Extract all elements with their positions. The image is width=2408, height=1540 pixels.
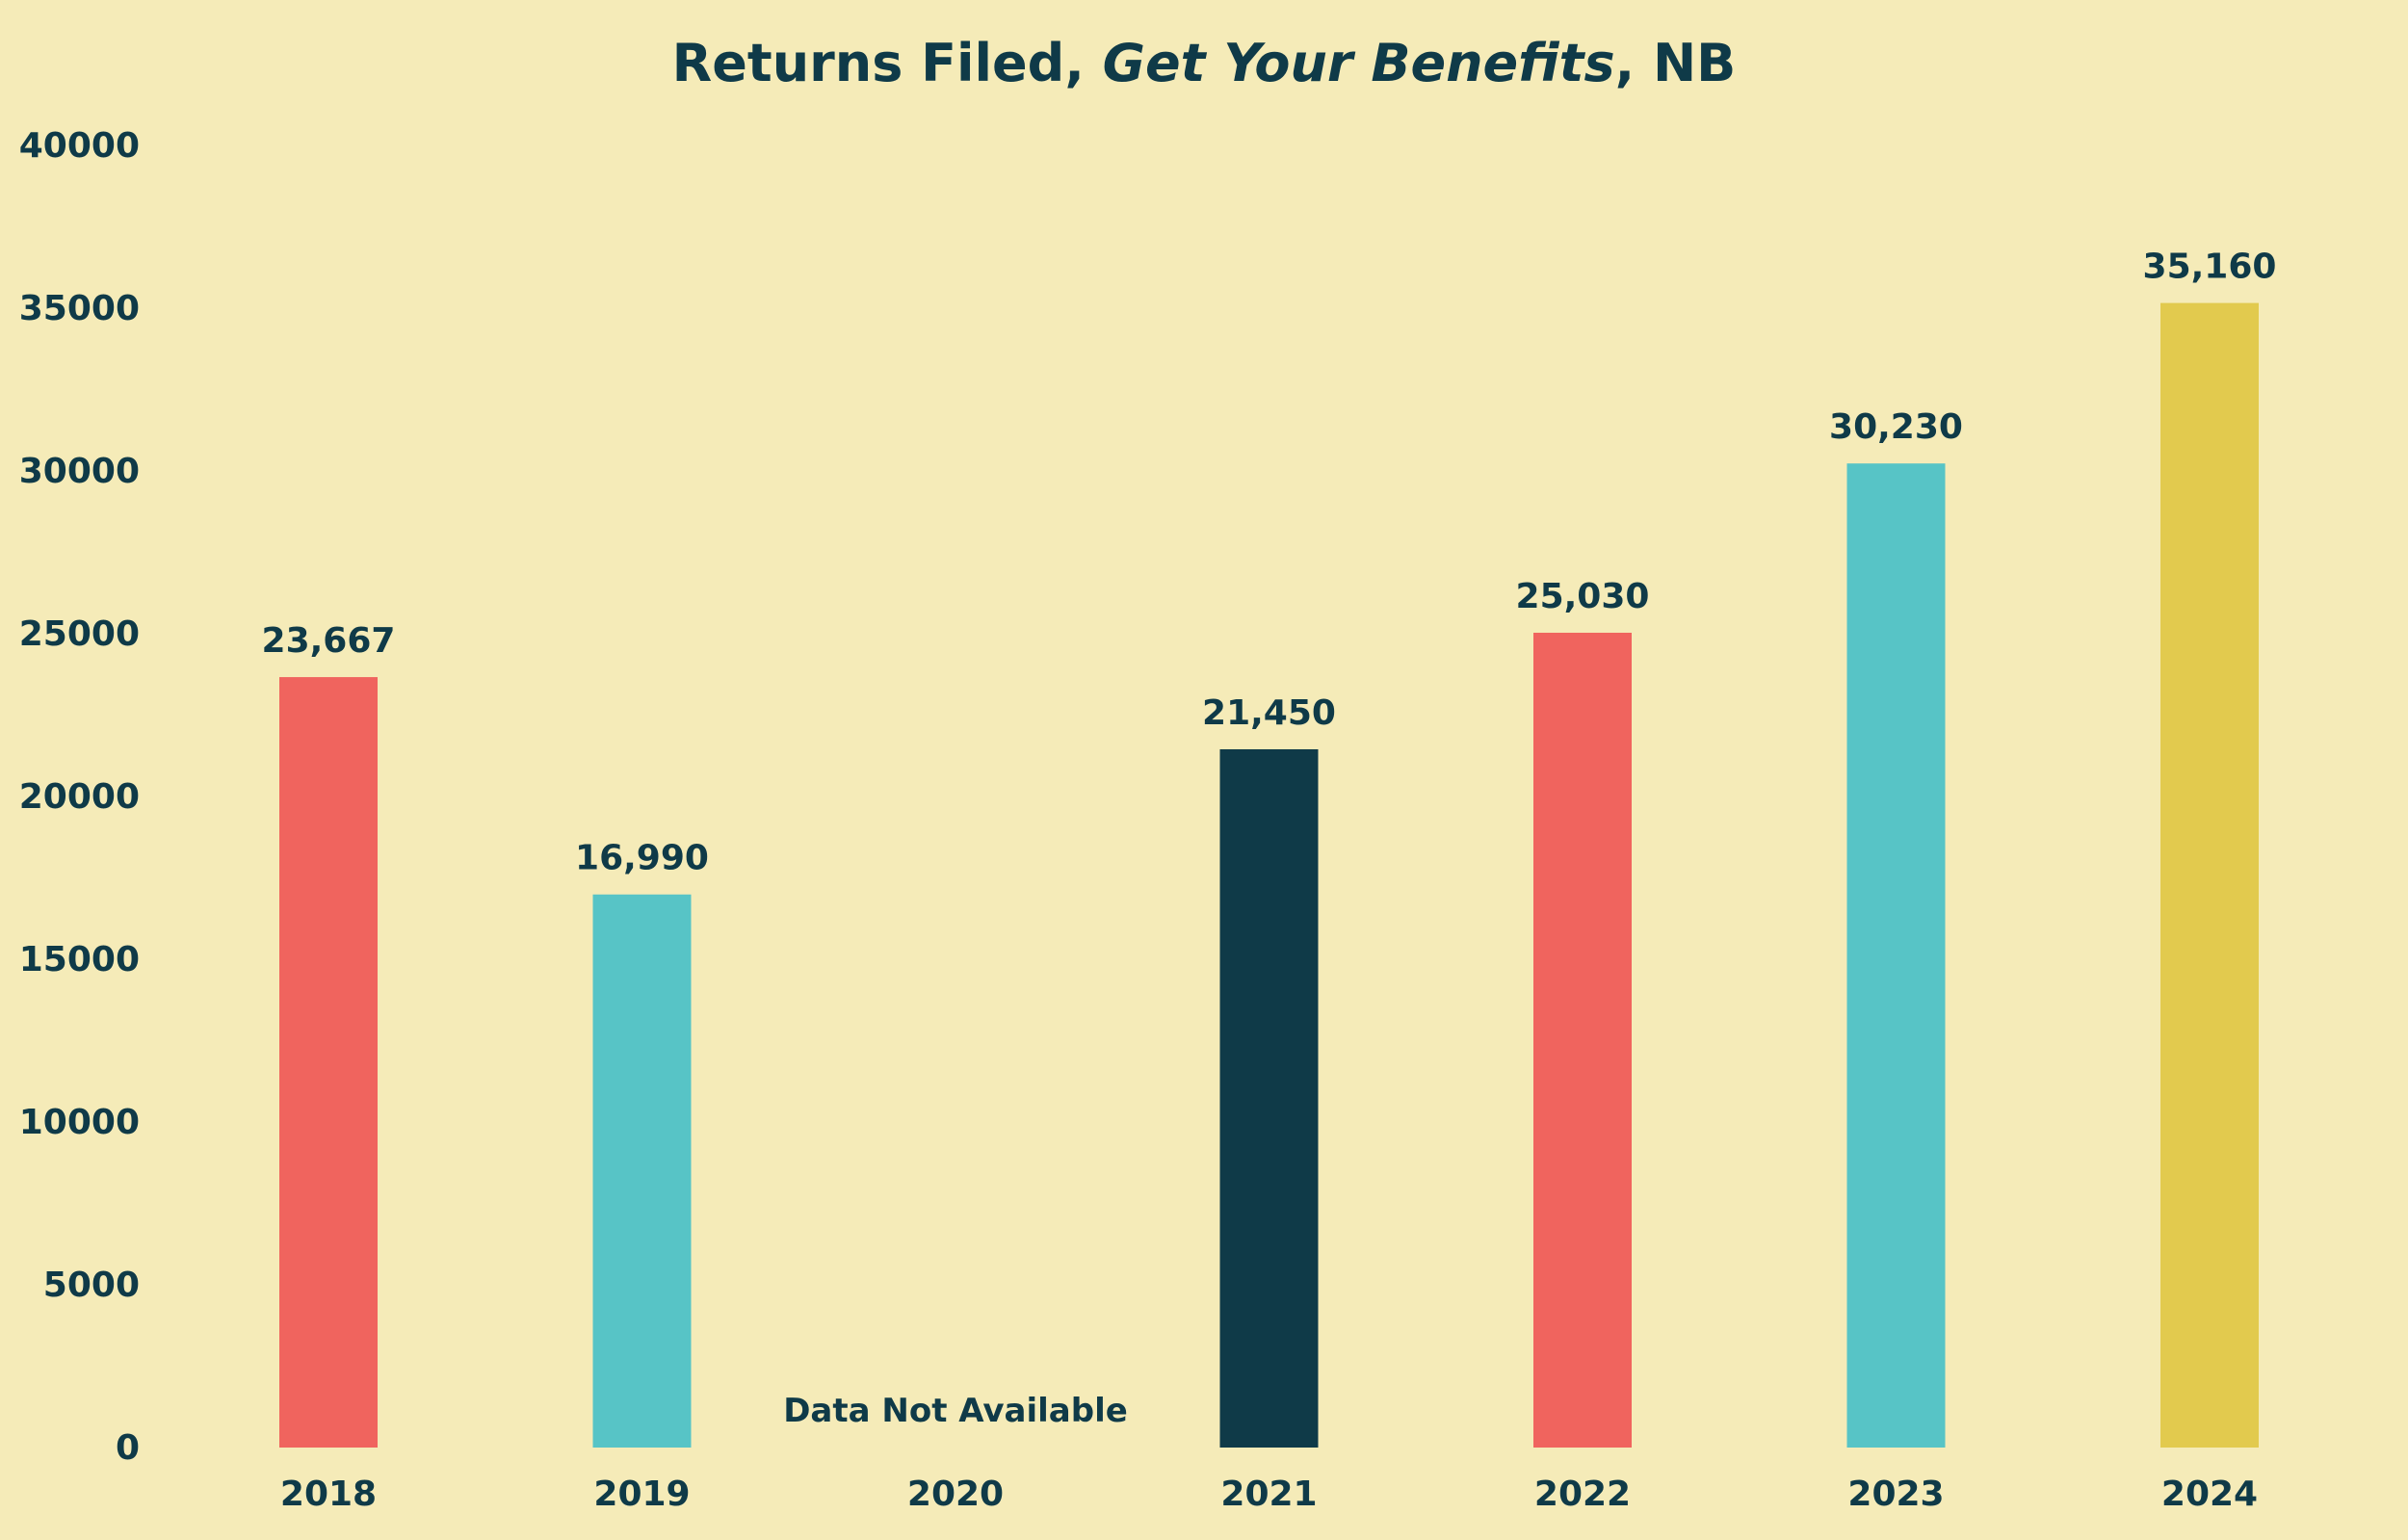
data-label-2019: 16,990	[575, 839, 709, 878]
bar-2019	[592, 894, 692, 1448]
y-tick-label: 35000	[19, 289, 140, 328]
bars: 23,667 16,990 Data Not Available 21,450 25,0…	[262, 248, 2277, 1448]
data-label-2018: 23,667	[262, 621, 396, 661]
chart-title-part-3: , NB	[1615, 33, 1737, 93]
bar-2024	[2160, 302, 2259, 1448]
missing-data-note: Data Not Available	[783, 1392, 1128, 1430]
y-tick-label: 20000	[19, 777, 140, 817]
x-tick-label-2023: 2023	[1847, 1475, 1944, 1514]
data-label-2024: 35,160	[2143, 248, 2277, 287]
data-label-2022: 25,030	[1516, 577, 1650, 616]
x-tick-label-2020: 2020	[907, 1475, 1004, 1514]
bar-2022	[1533, 632, 1632, 1448]
data-label-2023: 30,230	[1829, 407, 1963, 447]
chart-title-part-2: Get Your Benefits	[1103, 33, 1615, 93]
x-tick-label-2021: 2021	[1220, 1475, 1317, 1514]
y-tick-label: 5000	[43, 1266, 140, 1305]
y-tick-label: 0	[116, 1428, 140, 1468]
bar-2021	[1219, 748, 1319, 1448]
chart-title-part-1: Returns Filed,	[672, 33, 1103, 93]
y-tick-label: 15000	[19, 940, 140, 979]
y-tick-label: 40000	[19, 126, 140, 166]
bar-2023	[1846, 463, 1946, 1448]
y-tick-label: 30000	[19, 452, 140, 491]
chart-title: Returns Filed, Get Your Benefits, NB	[672, 33, 1737, 93]
x-tick-label-2022: 2022	[1534, 1475, 1631, 1514]
y-axis: 0 5000 10000 15000 20000 25000 30000 35000 40000	[19, 126, 140, 1468]
x-tick-label-2018: 2018	[280, 1475, 377, 1514]
data-label-2021: 21,450	[1202, 693, 1336, 733]
x-axis: 2018 2019 2020 2021 2022 2023 2024	[280, 1475, 2258, 1514]
bar-2018	[279, 677, 378, 1448]
y-tick-label: 10000	[19, 1103, 140, 1142]
x-tick-label-2019: 2019	[593, 1475, 690, 1514]
y-tick-label: 25000	[19, 614, 140, 654]
x-tick-label-2024: 2024	[2161, 1475, 2258, 1514]
